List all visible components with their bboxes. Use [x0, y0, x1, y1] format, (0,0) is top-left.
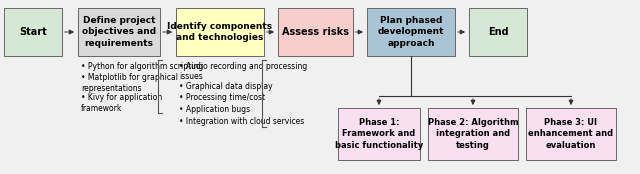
FancyBboxPatch shape: [78, 8, 160, 56]
Text: • Application bugs: • Application bugs: [179, 105, 250, 114]
Text: • Graphical data display: • Graphical data display: [179, 82, 273, 91]
FancyBboxPatch shape: [469, 8, 527, 56]
Text: Phase 1:
Framework and
basic functionality: Phase 1: Framework and basic functionali…: [335, 118, 423, 150]
Text: • Kivy for application
framework: • Kivy for application framework: [81, 93, 163, 113]
Text: End: End: [488, 27, 508, 37]
FancyBboxPatch shape: [428, 108, 518, 160]
FancyBboxPatch shape: [338, 108, 420, 160]
Text: Phase 2: Algorithm
integration and
testing: Phase 2: Algorithm integration and testi…: [428, 118, 518, 150]
Text: • Processing time/cost: • Processing time/cost: [179, 93, 265, 102]
Text: Plan phased
development
approach: Plan phased development approach: [378, 16, 444, 48]
Text: • Integration with cloud services: • Integration with cloud services: [179, 117, 304, 125]
FancyBboxPatch shape: [526, 108, 616, 160]
FancyBboxPatch shape: [176, 8, 264, 56]
FancyBboxPatch shape: [278, 8, 353, 56]
Text: Identify components
and technologies: Identify components and technologies: [168, 22, 273, 42]
Text: Start: Start: [19, 27, 47, 37]
Text: • Audio recording and processing
issues: • Audio recording and processing issues: [179, 62, 307, 81]
Text: Phase 3: UI
enhancement and
evaluation: Phase 3: UI enhancement and evaluation: [529, 118, 614, 150]
Text: • Python for algorithm scripting: • Python for algorithm scripting: [81, 62, 204, 71]
Text: • Matplotlib for graphical
representations: • Matplotlib for graphical representatio…: [81, 73, 178, 93]
FancyBboxPatch shape: [4, 8, 62, 56]
FancyBboxPatch shape: [367, 8, 455, 56]
Text: Define project
objectives and
requirements: Define project objectives and requiremen…: [82, 16, 156, 48]
Text: Assess risks: Assess risks: [282, 27, 349, 37]
